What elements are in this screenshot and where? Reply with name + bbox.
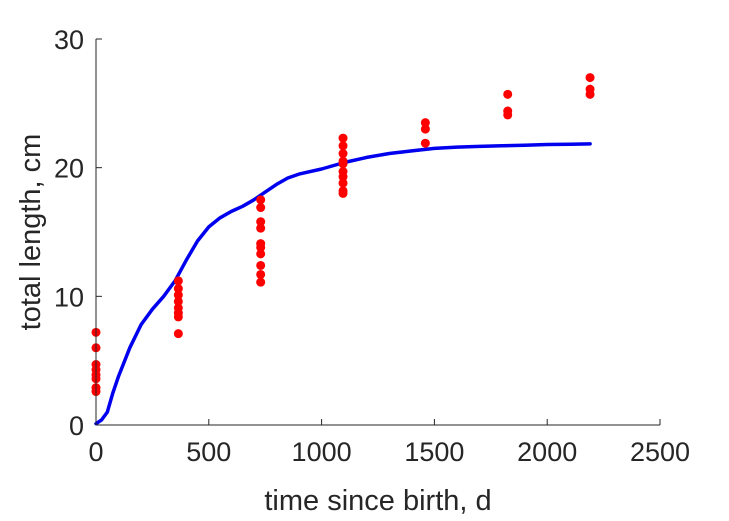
data-point	[338, 133, 348, 143]
data-point	[173, 329, 183, 339]
data-point	[173, 296, 183, 306]
data-point	[338, 159, 348, 169]
data-point	[173, 276, 183, 286]
data-point	[585, 73, 595, 83]
y-tick-label: 10	[54, 282, 84, 312]
data-point	[585, 89, 595, 99]
y-tick-label: 0	[69, 411, 84, 441]
data-point	[338, 188, 348, 198]
data-point	[420, 118, 430, 128]
data-point	[338, 149, 348, 159]
data-point	[256, 203, 266, 213]
data-point	[420, 138, 430, 148]
x-tick-label: 1500	[404, 437, 464, 467]
data-point	[256, 217, 266, 227]
x-axis-title: time since birth, d	[264, 485, 491, 517]
data-point	[256, 242, 266, 252]
plot-area	[91, 73, 595, 426]
y-tick-label: 20	[54, 154, 84, 184]
data-point	[256, 269, 266, 279]
data-point	[256, 277, 266, 287]
data-point	[420, 124, 430, 134]
data-point	[173, 284, 183, 294]
axes: 0 500 1000 1500 2000 2500 0 10 20 30	[54, 25, 690, 467]
data-point	[173, 312, 183, 322]
data-point	[338, 172, 348, 182]
x-tick-label: 0	[88, 437, 103, 467]
data-point	[503, 89, 513, 99]
y-tick-label: 30	[54, 25, 84, 55]
x-tick-label: 500	[186, 437, 231, 467]
data-point	[338, 178, 348, 188]
data-point	[338, 141, 348, 151]
data-point	[173, 290, 183, 300]
data-point	[256, 260, 266, 270]
y-axis-title: total length, cm	[15, 134, 47, 331]
x-tick-label: 2000	[517, 437, 577, 467]
data-point	[256, 195, 266, 205]
data-point	[503, 110, 513, 120]
data-point	[256, 249, 266, 259]
x-tick-label: 2500	[630, 437, 690, 467]
x-tick-label: 1000	[292, 437, 352, 467]
data-point	[256, 223, 266, 233]
